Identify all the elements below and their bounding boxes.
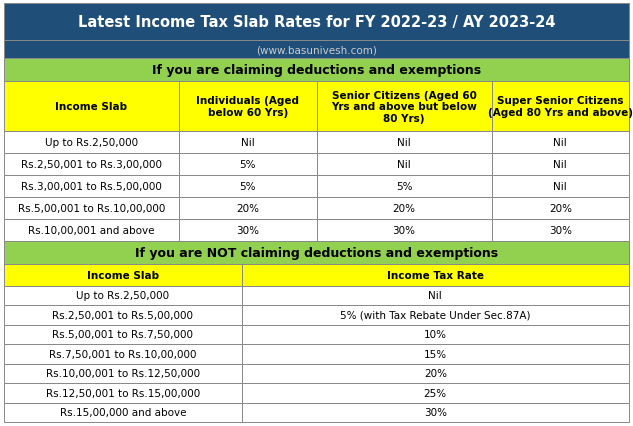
Bar [242, 305, 629, 325]
Bar [4, 364, 242, 383]
Bar [179, 176, 316, 198]
Text: Income Slab: Income Slab [56, 102, 128, 112]
Bar [4, 41, 629, 59]
Bar [242, 286, 629, 305]
Text: Rs.5,00,001 to Rs.7,50,000: Rs.5,00,001 to Rs.7,50,000 [53, 330, 193, 340]
Bar [4, 176, 179, 198]
Bar [4, 286, 242, 305]
Bar [242, 383, 629, 403]
Text: 30%: 30% [236, 225, 260, 236]
Text: Super Senior Citizens
(Aged 80 Yrs and above): Super Senior Citizens (Aged 80 Yrs and a… [488, 96, 633, 118]
Bar [316, 82, 491, 132]
Text: 30%: 30% [549, 225, 572, 236]
Text: 5% (with Tax Rebate Under Sec.87A): 5% (with Tax Rebate Under Sec.87A) [340, 310, 530, 320]
Text: 5%: 5% [396, 181, 412, 192]
Bar [242, 325, 629, 344]
Text: 30%: 30% [423, 407, 447, 417]
Text: Nil: Nil [553, 138, 567, 148]
Text: Nil: Nil [397, 138, 411, 148]
Text: 20%: 20% [549, 204, 572, 213]
Bar [491, 198, 629, 219]
Text: Nil: Nil [241, 138, 254, 148]
Bar [242, 364, 629, 383]
Text: 20%: 20% [423, 368, 447, 378]
Bar [4, 325, 242, 344]
Text: 20%: 20% [392, 204, 415, 213]
Text: Up to Rs.2,50,000: Up to Rs.2,50,000 [45, 138, 138, 148]
Text: Nil: Nil [429, 291, 442, 301]
Text: Rs.3,00,001 to Rs.5,00,000: Rs.3,00,001 to Rs.5,00,000 [21, 181, 162, 192]
Bar [316, 176, 491, 198]
Bar [4, 4, 629, 41]
Text: 5%: 5% [239, 181, 256, 192]
Bar [316, 198, 491, 219]
Bar [179, 82, 316, 132]
Bar [4, 344, 242, 364]
Bar [491, 82, 629, 132]
Text: 30%: 30% [392, 225, 415, 236]
Bar [4, 132, 179, 154]
Bar [4, 59, 629, 82]
Bar [179, 132, 316, 154]
Bar [4, 383, 242, 403]
Text: Nil: Nil [553, 160, 567, 170]
Bar [242, 344, 629, 364]
Text: Up to Rs.2,50,000: Up to Rs.2,50,000 [76, 291, 169, 301]
Bar [179, 219, 316, 242]
Text: 5%: 5% [239, 160, 256, 170]
Text: Rs.10,00,001 to Rs.12,50,000: Rs.10,00,001 to Rs.12,50,000 [46, 368, 200, 378]
Bar [4, 219, 179, 242]
Text: Rs.5,00,001 to Rs.10,00,000: Rs.5,00,001 to Rs.10,00,000 [18, 204, 165, 213]
Text: If you are NOT claiming deductions and exemptions: If you are NOT claiming deductions and e… [135, 246, 498, 259]
Text: Rs.12,50,001 to Rs.15,00,000: Rs.12,50,001 to Rs.15,00,000 [46, 388, 200, 398]
Text: Nil: Nil [397, 160, 411, 170]
Bar [491, 176, 629, 198]
Text: 15%: 15% [423, 349, 447, 359]
Bar [242, 403, 629, 422]
Text: Rs.15,00,000 and above: Rs.15,00,000 and above [60, 407, 186, 417]
Bar [242, 264, 629, 286]
Text: Rs.10,00,001 and above: Rs.10,00,001 and above [28, 225, 154, 236]
Bar [4, 198, 179, 219]
Bar [4, 403, 242, 422]
Bar [4, 264, 242, 286]
Text: If you are claiming deductions and exemptions: If you are claiming deductions and exemp… [152, 64, 481, 77]
Bar [491, 219, 629, 242]
Bar [4, 82, 179, 132]
Bar [4, 305, 242, 325]
Bar [4, 242, 629, 264]
Bar [316, 219, 491, 242]
Bar [316, 154, 491, 176]
Text: Senior Citizens (Aged 60
Yrs and above but below
80 Yrs): Senior Citizens (Aged 60 Yrs and above b… [331, 90, 477, 124]
Text: 25%: 25% [423, 388, 447, 398]
Bar [316, 132, 491, 154]
Bar [179, 198, 316, 219]
Text: (www.basunivesh.com): (www.basunivesh.com) [256, 45, 377, 55]
Text: 10%: 10% [423, 330, 447, 340]
Bar [491, 132, 629, 154]
Text: Income Tax Rate: Income Tax Rate [387, 270, 484, 280]
Text: Rs.7,50,001 to Rs.10,00,000: Rs.7,50,001 to Rs.10,00,000 [49, 349, 196, 359]
Bar [491, 154, 629, 176]
Text: 20%: 20% [236, 204, 260, 213]
Text: Rs.2,50,001 to Rs.5,00,000: Rs.2,50,001 to Rs.5,00,000 [53, 310, 193, 320]
Text: Individuals (Aged
below 60 Yrs): Individuals (Aged below 60 Yrs) [196, 96, 299, 118]
Text: Income Slab: Income Slab [87, 270, 159, 280]
Text: Latest Income Tax Slab Rates for FY 2022-23 / AY 2023-24: Latest Income Tax Slab Rates for FY 2022… [78, 15, 555, 30]
Text: Nil: Nil [553, 181, 567, 192]
Bar [4, 154, 179, 176]
Bar [179, 154, 316, 176]
Text: Rs.2,50,001 to Rs.3,00,000: Rs.2,50,001 to Rs.3,00,000 [21, 160, 162, 170]
